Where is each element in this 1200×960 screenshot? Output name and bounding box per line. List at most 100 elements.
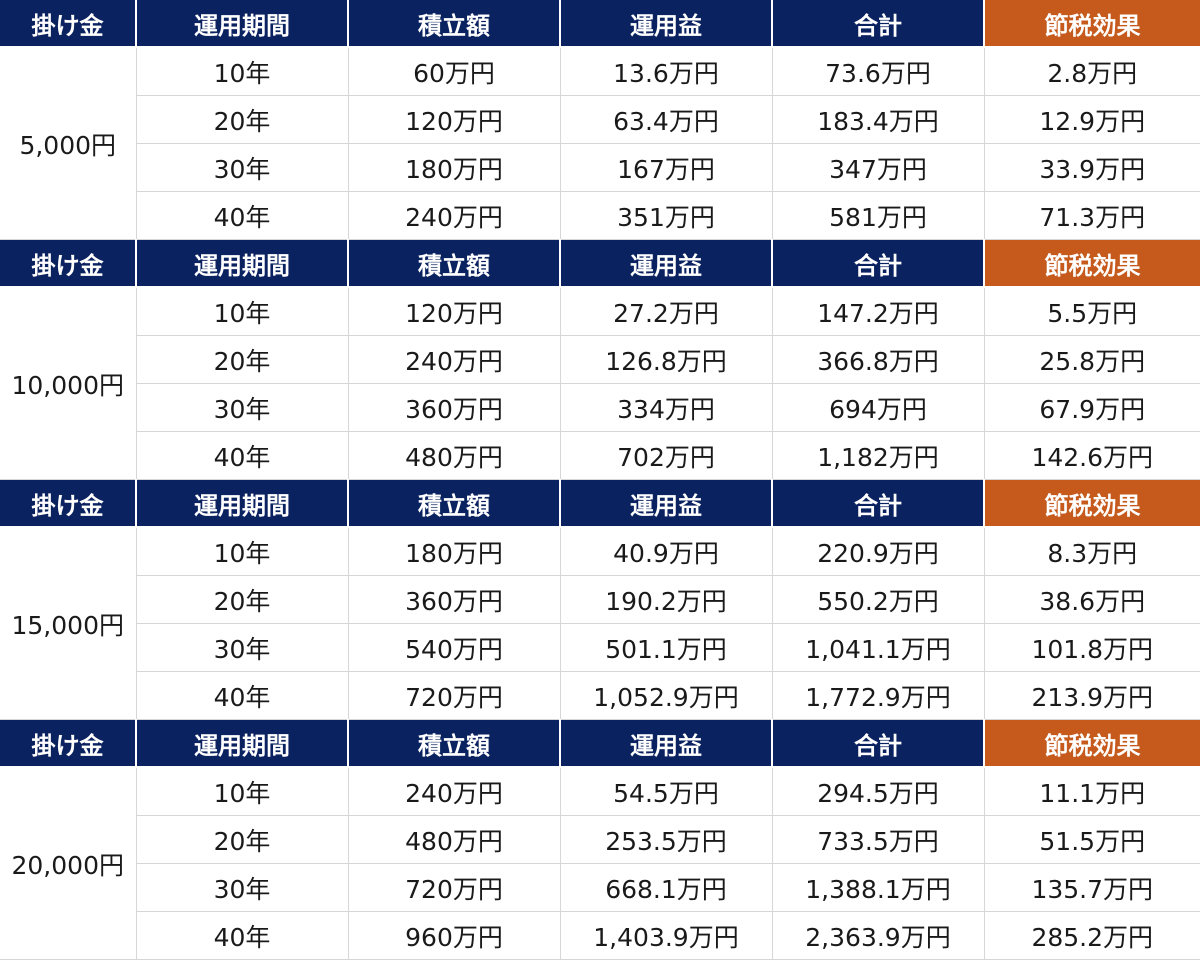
total-cell: 694万円 (772, 383, 985, 432)
total-cell: 2,363.9万円 (772, 911, 985, 960)
accumulated-cell: 720万円 (348, 863, 561, 912)
header-accumulated: 積立額 (348, 479, 561, 528)
header-accumulated: 積立額 (348, 239, 561, 288)
header-row: 掛け金 運用期間 積立額 運用益 合計 節税効果 (0, 0, 1200, 48)
header-contribution: 掛け金 (0, 719, 137, 768)
table-row: 30年 720万円 668.1万円 1,388.1万円 135.7万円 (0, 863, 1200, 912)
header-row: 掛け金 運用期間 積立額 運用益 合計 節税効果 (0, 239, 1200, 288)
total-cell: 581万円 (772, 191, 985, 240)
period-cell: 10年 (136, 767, 349, 816)
gain-cell: 54.5万円 (560, 767, 773, 816)
total-cell: 1,182万円 (772, 431, 985, 480)
tax-saving-cell: 5.5万円 (984, 287, 1200, 336)
header-total: 合計 (772, 719, 985, 768)
tax-saving-cell: 2.8万円 (984, 47, 1200, 96)
header-total: 合計 (772, 0, 985, 48)
period-cell: 30年 (136, 863, 349, 912)
period-cell: 40年 (136, 911, 349, 960)
tax-saving-cell: 8.3万円 (984, 527, 1200, 576)
tax-saving-cell: 71.3万円 (984, 191, 1200, 240)
gain-cell: 63.4万円 (560, 95, 773, 144)
table-row: 40年 480万円 702万円 1,182万円 142.6万円 (0, 431, 1200, 480)
tax-saving-cell: 285.2万円 (984, 911, 1200, 960)
accumulated-cell: 180万円 (348, 527, 561, 576)
period-cell: 20年 (136, 335, 349, 384)
header-total: 合計 (772, 479, 985, 528)
contribution-amount-cell: 15,000円 (0, 527, 137, 720)
table-row: 20,000円 10年 240万円 54.5万円 294.5万円 11.1万円 (0, 767, 1200, 960)
period-cell: 40年 (136, 671, 349, 720)
accumulated-cell: 240万円 (348, 335, 561, 384)
table-row: 15,000円 10年 180万円 40.9万円 220.9万円 8.3万円 (0, 527, 1200, 720)
period-cell: 10年 (136, 47, 349, 96)
gain-cell: 1,052.9万円 (560, 671, 773, 720)
accumulated-cell: 240万円 (348, 767, 561, 816)
tax-saving-cell: 12.9万円 (984, 95, 1200, 144)
gain-cell: 40.9万円 (560, 527, 773, 576)
total-cell: 1,041.1万円 (772, 623, 985, 672)
accumulated-cell: 120万円 (348, 287, 561, 336)
period-cell: 10年 (136, 527, 349, 576)
total-cell: 347万円 (772, 143, 985, 192)
accumulated-cell: 360万円 (348, 383, 561, 432)
tax-saving-cell: 38.6万円 (984, 575, 1200, 624)
gain-cell: 167万円 (560, 143, 773, 192)
accumulated-cell: 180万円 (348, 143, 561, 192)
tax-saving-cell: 11.1万円 (984, 767, 1200, 816)
header-tax-saving: 節税効果 (984, 239, 1200, 288)
total-cell: 550.2万円 (772, 575, 985, 624)
accumulated-cell: 240万円 (348, 191, 561, 240)
gain-cell: 1,403.9万円 (560, 911, 773, 960)
gain-cell: 334万円 (560, 383, 773, 432)
header-tax-saving: 節税効果 (984, 0, 1200, 48)
total-cell: 220.9万円 (772, 527, 985, 576)
header-contribution: 掛け金 (0, 0, 137, 48)
accumulated-cell: 960万円 (348, 911, 561, 960)
header-period: 運用期間 (136, 479, 349, 528)
contribution-amount-cell: 20,000円 (0, 767, 137, 960)
header-row: 掛け金 運用期間 積立額 運用益 合計 節税効果 (0, 479, 1200, 528)
table-row: 20年 360万円 190.2万円 550.2万円 38.6万円 (0, 575, 1200, 624)
header-investment-gain: 運用益 (560, 479, 773, 528)
header-period: 運用期間 (136, 719, 349, 768)
accumulated-cell: 540万円 (348, 623, 561, 672)
tax-saving-cell: 67.9万円 (984, 383, 1200, 432)
contribution-amount-cell: 10,000円 (0, 287, 137, 480)
gain-cell: 702万円 (560, 431, 773, 480)
tax-saving-cell: 25.8万円 (984, 335, 1200, 384)
header-contribution: 掛け金 (0, 479, 137, 528)
total-cell: 366.8万円 (772, 335, 985, 384)
total-cell: 73.6万円 (772, 47, 985, 96)
header-tax-saving: 節税効果 (984, 719, 1200, 768)
tax-saving-cell: 101.8万円 (984, 623, 1200, 672)
gain-cell: 501.1万円 (560, 623, 773, 672)
table-row: 10,000円 10年 120万円 27.2万円 147.2万円 5.5万円 (0, 287, 1200, 480)
header-period: 運用期間 (136, 0, 349, 48)
table-row: 5,000円 10年 60万円 13.6万円 73.6万円 2.8万円 (0, 47, 1200, 240)
total-cell: 733.5万円 (772, 815, 985, 864)
gain-cell: 13.6万円 (560, 47, 773, 96)
header-investment-gain: 運用益 (560, 239, 773, 288)
accumulated-cell: 360万円 (348, 575, 561, 624)
header-total: 合計 (772, 239, 985, 288)
period-cell: 20年 (136, 95, 349, 144)
tax-saving-cell: 213.9万円 (984, 671, 1200, 720)
period-cell: 20年 (136, 575, 349, 624)
header-row: 掛け金 運用期間 積立額 運用益 合計 節税効果 (0, 719, 1200, 768)
gain-cell: 351万円 (560, 191, 773, 240)
period-cell: 10年 (136, 287, 349, 336)
table-row: 30年 360万円 334万円 694万円 67.9万円 (0, 383, 1200, 432)
period-cell: 40年 (136, 191, 349, 240)
header-contribution: 掛け金 (0, 239, 137, 288)
accumulated-cell: 720万円 (348, 671, 561, 720)
table-row: 40年 240万円 351万円 581万円 71.3万円 (0, 191, 1200, 240)
tax-saving-cell: 51.5万円 (984, 815, 1200, 864)
total-cell: 1,772.9万円 (772, 671, 985, 720)
gain-cell: 253.5万円 (560, 815, 773, 864)
gain-cell: 668.1万円 (560, 863, 773, 912)
period-cell: 20年 (136, 815, 349, 864)
header-accumulated: 積立額 (348, 0, 561, 48)
gain-cell: 126.8万円 (560, 335, 773, 384)
